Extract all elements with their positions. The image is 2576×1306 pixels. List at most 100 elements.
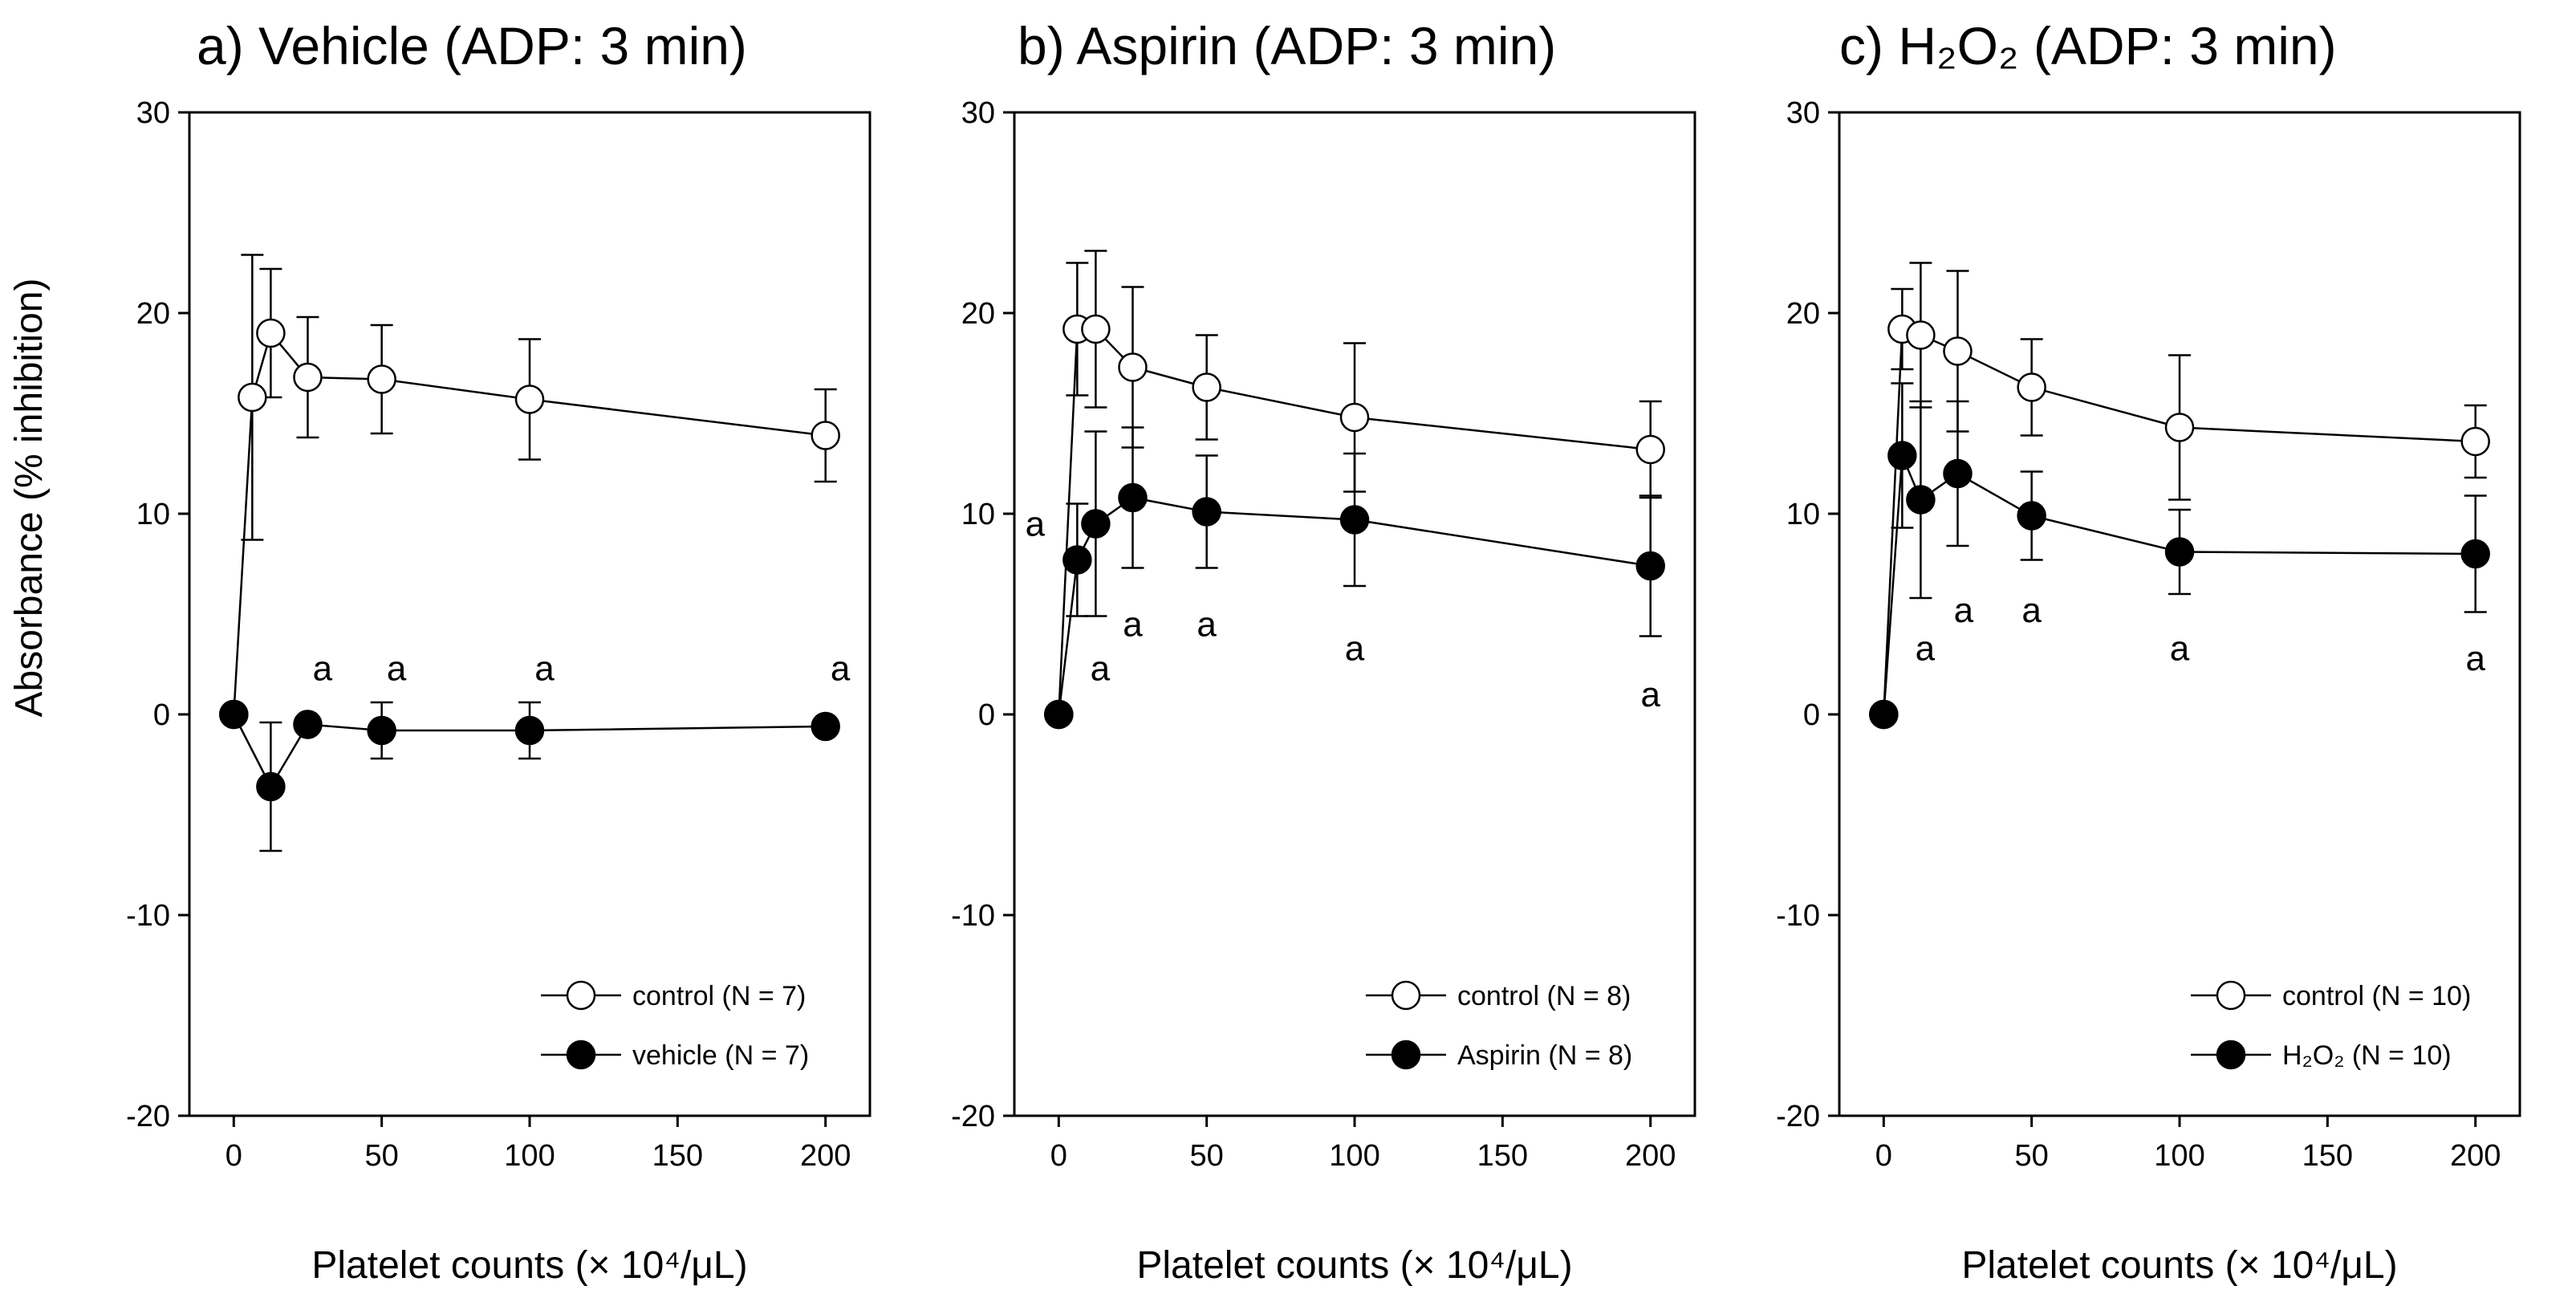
- panel-a-legend-marker: [566, 980, 596, 1011]
- panel-c-x-axis-label: Platelet counts (× 10⁴/μL): [1961, 1244, 2397, 1287]
- panel-b-significance-label: a: [1197, 605, 1217, 645]
- panel-b: b) Aspirin (ADP: 3 min) -20 -10 0 10 20 30 0 50…: [951, 16, 1696, 1287]
- panel-a-legend-label: control (N = 7): [632, 981, 806, 1011]
- panel-b-x-tick-label: 200: [1625, 1139, 1676, 1173]
- panel-b-legend-label: Aspirin (N = 8): [1457, 1040, 1632, 1071]
- panel-a-control-point: [811, 421, 840, 450]
- panel-c-legend-marker: [2216, 980, 2246, 1011]
- panel-a-treatment-point: [811, 711, 840, 742]
- panel-b-title: b) Aspirin (ADP: 3 min): [1018, 16, 1556, 75]
- panel-b-x-tick-label: 150: [1477, 1139, 1528, 1173]
- panel-b-control-point: [1192, 372, 1221, 402]
- panel-c-legend-label: control (N = 10): [2282, 981, 2471, 1011]
- panel-b-treatment-point: [1081, 509, 1111, 539]
- panel-b-legend-marker: [1391, 980, 1421, 1011]
- panel-b-legend-label: control (N = 8): [1457, 981, 1631, 1011]
- panel-b-y-tick-label: 20: [961, 297, 995, 331]
- panel-c-significance-label: a: [2465, 639, 2485, 678]
- panel-b-control-point: [1118, 352, 1148, 382]
- panel-c-treatment-point: [2460, 539, 2490, 569]
- panel-b-control-point: [1339, 402, 1370, 433]
- panel-a-y-tick-label: -20: [126, 1100, 170, 1133]
- panel-c-control-point: [2164, 413, 2195, 442]
- panel-c-x-tick-label: 150: [2302, 1139, 2353, 1173]
- panel-c: c) H₂O₂ (ADP: 3 min) -20 -10 0 10 20 30 0 50 100…: [1776, 16, 2521, 1287]
- panel-a-control-point: [238, 382, 267, 413]
- panel-b-legend-marker: [1391, 1040, 1421, 1070]
- panel-a-treatment-point: [367, 715, 396, 746]
- panel-c-control-point: [2017, 372, 2046, 402]
- panel-c-treatment-point: [2164, 537, 2195, 567]
- panel-a-treatment-point: [293, 710, 323, 739]
- panel-a-control-point: [293, 362, 323, 393]
- panel-b-treatment-point: [1118, 482, 1148, 513]
- panel-c-control-point: [2460, 426, 2490, 457]
- panel-a-significance-label: a: [831, 649, 851, 689]
- panel-b-y-tick-label: 0: [978, 698, 995, 732]
- panel-b-x-axis-label: Platelet counts (× 10⁴/μL): [1136, 1244, 1572, 1287]
- panel-c-legend-label: H₂O₂ (N = 10): [2282, 1040, 2452, 1071]
- panel-c-treatment-point: [1943, 458, 1973, 489]
- panel-b-y-tick-label: -10: [951, 899, 995, 933]
- panel-c-y-tick-label: 0: [1803, 698, 1820, 732]
- panel-b-y-tick-label: 10: [961, 498, 995, 531]
- panel-c-y-tick-label: -20: [1776, 1100, 1820, 1133]
- panel-b-treatment-point: [1192, 497, 1221, 527]
- panel-c-y-tick-label: -10: [1776, 899, 1820, 933]
- panel-b-treatment-point: [1635, 551, 1665, 581]
- panel-c-treatment-point: [1887, 441, 1917, 470]
- panel-b-x-tick-label: 50: [1190, 1139, 1224, 1173]
- panel-a-x-tick-label: 150: [652, 1139, 703, 1173]
- panel-a-x-tick-label: 200: [800, 1139, 851, 1173]
- panel-c-legend-marker: [2216, 1040, 2246, 1070]
- panel-c-x-tick-label: 0: [1875, 1139, 1892, 1173]
- panel-a-x-tick-label: 50: [365, 1139, 399, 1173]
- panel-a-y-tick-label: 20: [136, 297, 170, 331]
- panel-b-significance-label: a: [1640, 675, 1660, 714]
- panel-b-significance-label: a: [1026, 505, 1046, 544]
- panel-a-legend-marker: [566, 1040, 596, 1070]
- panel-a-y-tick-label: 30: [136, 96, 170, 130]
- panel-c-y-tick-label: 30: [1786, 96, 1820, 130]
- panel-a-treatment-point: [514, 715, 545, 746]
- panel-a: a) Vehicle (ADP: 3 min) -20 -10 0 10 20 30 0 50…: [126, 16, 872, 1287]
- panel-a-y-tick-label: -10: [126, 899, 170, 933]
- panel-a-control-point: [514, 384, 545, 414]
- panel-a-significance-label: a: [387, 649, 407, 689]
- panel-a-significance-label: a: [534, 649, 555, 689]
- panel-b-significance-label: a: [1123, 605, 1143, 645]
- panel-a-control-point: [256, 318, 286, 348]
- panel-c-control-point: [1943, 336, 1973, 366]
- panel-b-treatment-point: [1339, 505, 1370, 535]
- panel-c-treatment-point: [2017, 501, 2046, 531]
- panel-b-y-tick-label: -20: [951, 1100, 995, 1133]
- panel-a-x-tick-label: 100: [504, 1139, 555, 1173]
- panel-a-treatment-point: [219, 699, 249, 730]
- panel-b-significance-label: a: [1345, 629, 1365, 669]
- panel-c-control-point: [1906, 320, 1936, 350]
- panel-a-title: a) Vehicle (ADP: 3 min): [197, 16, 747, 75]
- panel-c-significance-label: a: [2021, 591, 2042, 630]
- panel-a-plot-content: -20 -10 0 10 20 30 0 50 100 150 200 a a a a control (N …: [126, 96, 851, 1173]
- panel-c-significance-label: a: [2170, 629, 2190, 669]
- panel-c-y-tick-label: 20: [1786, 297, 1820, 331]
- panel-a-legend-label: vehicle (N = 7): [632, 1040, 809, 1071]
- y-axis-label: Absorbance (% inhibition): [8, 279, 51, 718]
- panel-c-x-tick-label: 50: [2015, 1139, 2049, 1173]
- panel-a-y-tick-label: 0: [153, 698, 170, 732]
- panel-c-treatment-point: [1906, 485, 1936, 515]
- panel-b-y-tick-label: 30: [961, 96, 995, 130]
- panel-c-title: c) H₂O₂ (ADP: 3 min): [1839, 16, 2337, 75]
- panel-c-significance-label: a: [1954, 591, 1974, 630]
- panel-a-significance-label: a: [313, 649, 333, 689]
- panel-a-control-point: [367, 364, 396, 394]
- panel-b-control-point: [1081, 314, 1111, 344]
- panel-a-x-axis-label: Platelet counts (× 10⁴/μL): [311, 1244, 747, 1287]
- panel-a-treatment-point: [256, 771, 286, 802]
- panel-b-x-tick-label: 100: [1329, 1139, 1379, 1173]
- panel-a-y-tick-label: 10: [136, 498, 170, 531]
- panel-c-treatment-point: [1869, 699, 1899, 730]
